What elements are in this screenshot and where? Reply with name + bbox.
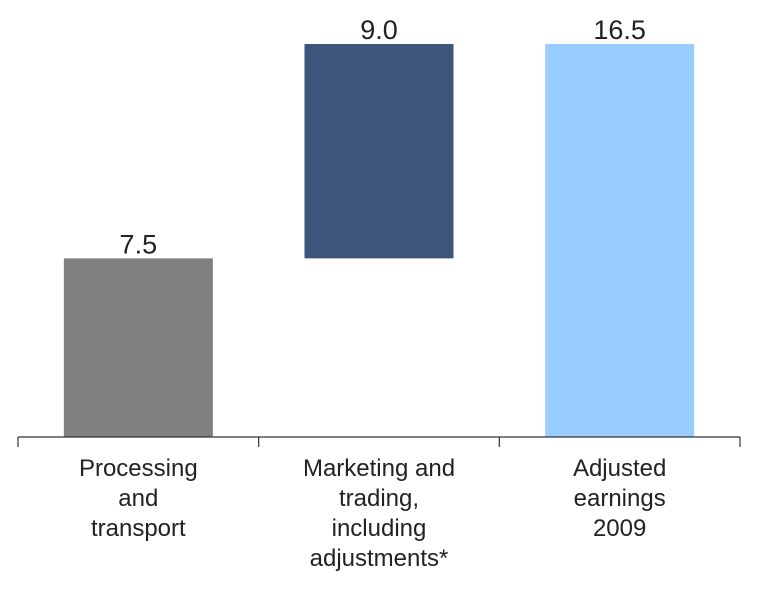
x-tick-label: Adjusted earnings 2009 [572,455,667,542]
bar [63,258,213,437]
x-tick-label: Processing and transport [78,455,198,542]
value-label: 7.5 [120,229,158,259]
value-label: 9.0 [360,15,398,45]
x-tick-label: Marketing and trading, including adjustm… [302,455,456,572]
bar [304,44,454,259]
value-label: 16.5 [593,15,646,45]
bar [545,44,695,437]
